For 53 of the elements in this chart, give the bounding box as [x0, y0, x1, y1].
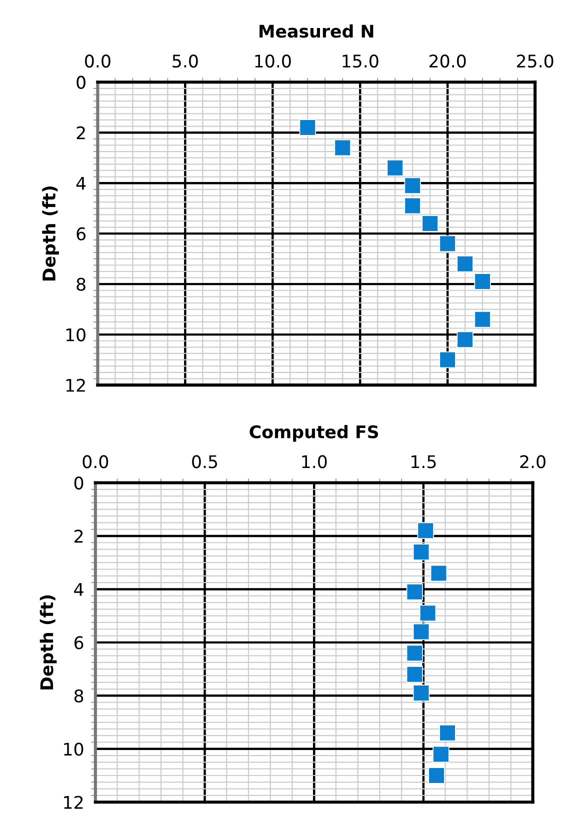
- point: [412, 684, 430, 702]
- y-axis-title: Depth (ft): [42, 186, 59, 280]
- point: [406, 644, 424, 662]
- y-tick-label: 0: [76, 76, 86, 89]
- y-tick-label: 0: [74, 476, 84, 490]
- x-tick-label: 10.0: [255, 54, 291, 68]
- point: [456, 331, 474, 348]
- x-tick-label: 15.0: [342, 54, 378, 68]
- y-tick-label: 4: [76, 177, 86, 190]
- y-tick-label: 6: [76, 227, 86, 240]
- x-tick-label: 1.5: [412, 455, 436, 468]
- x-tick-label: 2.0: [520, 455, 546, 468]
- x-tick-label: 0.0: [82, 455, 108, 468]
- point: [386, 160, 404, 176]
- point: [412, 623, 430, 640]
- point: [404, 197, 421, 214]
- y-tick-label: 12: [64, 796, 83, 809]
- point: [404, 177, 421, 194]
- y-tick-label: 8: [76, 278, 86, 291]
- x-tick-label: 0.5: [192, 455, 218, 468]
- point: [419, 604, 436, 622]
- point: [474, 311, 491, 328]
- x-tick-label: 0.0: [85, 54, 110, 68]
- y-tick-label: 4: [74, 583, 84, 596]
- y-tick-label: 2: [76, 126, 85, 140]
- x-tick-label: 20.0: [430, 54, 466, 68]
- y-tick-label: 6: [74, 636, 84, 650]
- point: [299, 119, 316, 136]
- y-tick-label: 10: [66, 328, 86, 342]
- y-tick-label: 2: [74, 530, 83, 543]
- point: [412, 544, 430, 560]
- point: [439, 235, 456, 252]
- point: [428, 767, 445, 784]
- point: [334, 139, 351, 156]
- y-tick-label: 12: [66, 378, 85, 392]
- point: [417, 522, 434, 539]
- point: [406, 666, 424, 683]
- point: [439, 724, 456, 742]
- y-axis-title: Depth (ft): [40, 595, 57, 690]
- point: [456, 256, 474, 272]
- point: [430, 564, 448, 582]
- point: [422, 215, 438, 232]
- point: [439, 351, 456, 368]
- x-tick-label: 5.0: [172, 54, 198, 68]
- point: [432, 746, 450, 763]
- x-tick-label: 1.0: [302, 455, 327, 468]
- y-tick-label: 10: [64, 742, 84, 756]
- x-tick-label: 25.0: [517, 54, 554, 68]
- x-axis-title: Computed FS: [250, 424, 378, 442]
- x-axis-title: Measured N: [260, 24, 374, 38]
- point: [474, 273, 491, 290]
- point: [406, 584, 424, 600]
- y-tick-label: 8: [74, 689, 84, 703]
